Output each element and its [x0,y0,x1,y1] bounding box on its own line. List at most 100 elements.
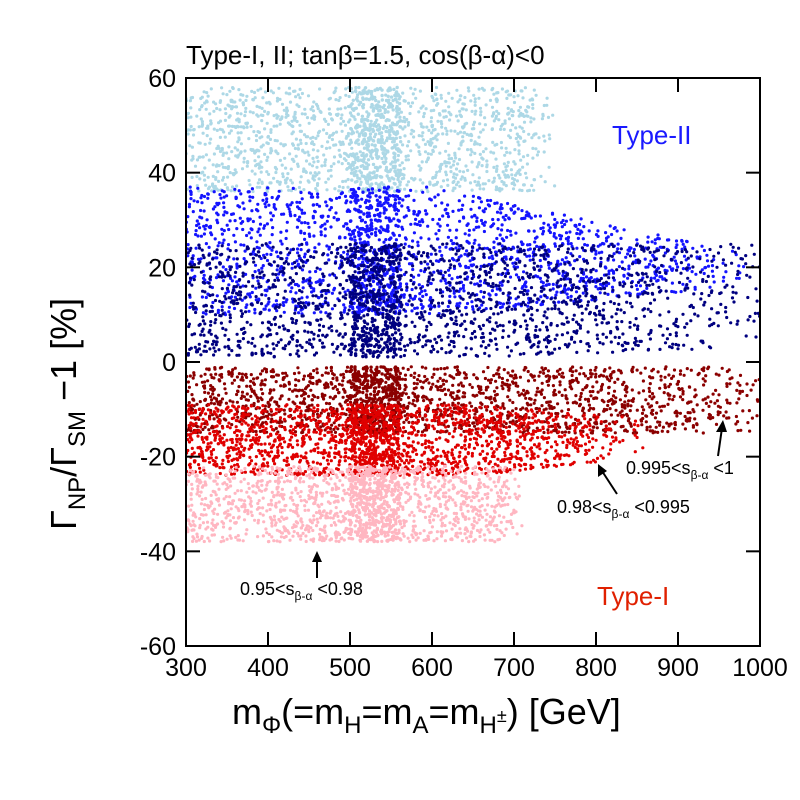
scatter-point [264,304,268,308]
scatter-point [295,225,299,229]
scatter-point [622,274,626,278]
scatter-point [547,249,551,253]
scatter-point [723,285,727,289]
scatter-point [385,271,389,275]
scatter-point [488,98,493,102]
scatter-point [221,279,225,283]
scatter-point [255,185,259,189]
scatter-point [431,176,435,180]
scatter-point [662,245,666,249]
scatter-point [206,187,211,191]
scatter-point [425,185,429,189]
scatter-point [268,241,272,245]
scatter-point [525,271,529,275]
scatter-point [478,279,482,283]
scatter-point [261,143,265,147]
scatter-point [260,347,264,351]
scatter-point [221,326,225,330]
scatter-point [545,103,549,107]
scatter-point [430,131,434,135]
scatter-point [397,101,402,106]
scatter-point [369,218,373,222]
scatter-point [199,333,203,337]
scatter-point [448,308,452,312]
scatter-point [338,153,342,157]
scatter-point [501,335,505,339]
scatter-point [265,197,269,201]
scatter-point [232,306,237,311]
scatter-point [269,128,273,132]
scatter-point [602,301,606,306]
scatter-point [627,249,632,253]
scatter-point [377,100,381,104]
scatter-point [227,131,232,135]
scatter-point [204,107,208,111]
scatter-point [421,345,425,349]
scatter-point [494,157,498,161]
scatter-point [542,150,546,154]
scatter-point [266,112,270,116]
scatter-point [267,172,271,176]
scatter-point [482,255,486,259]
scatter-point [313,220,317,225]
scatter-point [611,288,615,292]
scatter-point [529,216,533,220]
scatter-point [261,96,265,100]
scatter-point [559,277,563,281]
scatter-point [558,311,562,315]
scatter-point [317,204,322,208]
scatter-point [575,246,579,250]
scatter-point [440,201,444,205]
scatter-point [429,120,433,124]
scatter-point [212,109,216,113]
scatter-point [752,252,756,256]
scatter-point [392,217,396,221]
scatter-point [447,273,451,277]
scatter-point [547,266,551,270]
scatter-point [457,248,461,253]
scatter-point [400,161,404,165]
scatter-point [251,97,255,102]
scatter-point [256,279,260,283]
scatter-point [521,112,525,117]
scatter-point [444,126,448,130]
scatter-point [482,264,487,268]
scatter-point [501,329,505,333]
scatter-point [344,179,348,183]
scatter-point [334,98,338,102]
scatter-point [676,265,680,269]
scatter-point [265,222,269,226]
scatter-point [721,279,726,283]
scatter-point [218,135,222,139]
scatter-point [263,127,267,131]
scatter-point [457,334,461,338]
scatter-point [187,281,191,285]
scatter-point [375,155,379,159]
scatter-point [523,283,527,287]
scatter-point [250,209,254,213]
scatter-point [299,141,303,145]
scatter-point [455,228,459,232]
scatter-point [413,324,417,328]
scatter-point [353,270,357,274]
scatter-point [430,123,435,127]
scatter-point [479,218,484,223]
scatter-point [194,310,198,315]
scatter-point [383,208,387,212]
scatter-point [212,185,216,189]
scatter-point [531,299,535,303]
scatter-point [196,186,200,190]
scatter-point [481,309,485,313]
scatter-point [298,215,302,219]
scatter-point [478,152,482,156]
scatter-point [409,132,413,136]
scatter-point [239,243,243,247]
scatter-point [695,255,699,259]
scatter-point [584,294,588,298]
scatter-point [278,158,282,162]
scatter-point [725,315,729,320]
scatter-point [555,221,559,225]
scatter-point [638,284,643,288]
scatter-point [705,259,710,263]
scatter-point [259,335,263,339]
